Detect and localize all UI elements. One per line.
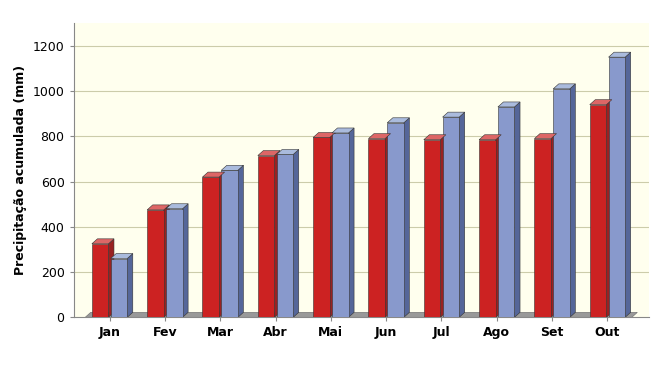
Polygon shape bbox=[274, 151, 280, 317]
Polygon shape bbox=[459, 112, 465, 317]
Polygon shape bbox=[85, 312, 638, 317]
Bar bbox=[498, 107, 514, 317]
Polygon shape bbox=[349, 128, 354, 317]
Polygon shape bbox=[514, 102, 520, 317]
Polygon shape bbox=[313, 132, 335, 137]
Polygon shape bbox=[183, 204, 188, 317]
Bar bbox=[369, 139, 385, 317]
Polygon shape bbox=[570, 84, 575, 317]
Polygon shape bbox=[92, 239, 114, 244]
Bar bbox=[221, 170, 238, 317]
Polygon shape bbox=[535, 134, 557, 139]
Polygon shape bbox=[385, 134, 391, 317]
Polygon shape bbox=[404, 118, 409, 317]
Polygon shape bbox=[496, 135, 501, 317]
Polygon shape bbox=[108, 239, 114, 317]
Polygon shape bbox=[498, 102, 520, 107]
Polygon shape bbox=[440, 135, 446, 317]
Polygon shape bbox=[238, 165, 244, 317]
Bar bbox=[110, 259, 127, 317]
Polygon shape bbox=[606, 100, 612, 317]
Polygon shape bbox=[330, 132, 335, 317]
Polygon shape bbox=[166, 204, 188, 209]
Bar bbox=[590, 104, 606, 317]
Bar bbox=[203, 177, 219, 317]
Polygon shape bbox=[609, 52, 631, 57]
Polygon shape bbox=[369, 134, 391, 139]
Bar bbox=[443, 117, 459, 317]
Polygon shape bbox=[479, 135, 501, 140]
Polygon shape bbox=[423, 135, 446, 140]
Polygon shape bbox=[590, 100, 612, 104]
Bar bbox=[147, 210, 164, 317]
Bar bbox=[535, 139, 551, 317]
Bar bbox=[332, 133, 349, 317]
Polygon shape bbox=[553, 84, 575, 89]
Bar bbox=[609, 57, 625, 317]
Polygon shape bbox=[276, 149, 299, 154]
Polygon shape bbox=[387, 118, 409, 123]
Polygon shape bbox=[221, 165, 244, 170]
Polygon shape bbox=[110, 253, 132, 259]
Bar bbox=[387, 123, 404, 317]
Polygon shape bbox=[258, 151, 280, 156]
Polygon shape bbox=[551, 134, 557, 317]
Bar bbox=[553, 89, 570, 317]
Polygon shape bbox=[203, 172, 225, 177]
Polygon shape bbox=[332, 128, 354, 133]
Bar bbox=[258, 156, 274, 317]
Bar bbox=[166, 209, 183, 317]
Bar bbox=[313, 137, 330, 317]
Bar bbox=[423, 140, 440, 317]
Bar bbox=[276, 154, 293, 317]
Bar bbox=[479, 140, 496, 317]
Polygon shape bbox=[164, 205, 169, 317]
Polygon shape bbox=[625, 52, 631, 317]
Polygon shape bbox=[443, 112, 465, 117]
Bar bbox=[92, 244, 108, 317]
Polygon shape bbox=[219, 172, 225, 317]
Polygon shape bbox=[127, 253, 132, 317]
Polygon shape bbox=[147, 205, 169, 210]
Polygon shape bbox=[293, 149, 299, 317]
Y-axis label: Precipitação acumulada (mm): Precipitação acumulada (mm) bbox=[14, 65, 27, 275]
